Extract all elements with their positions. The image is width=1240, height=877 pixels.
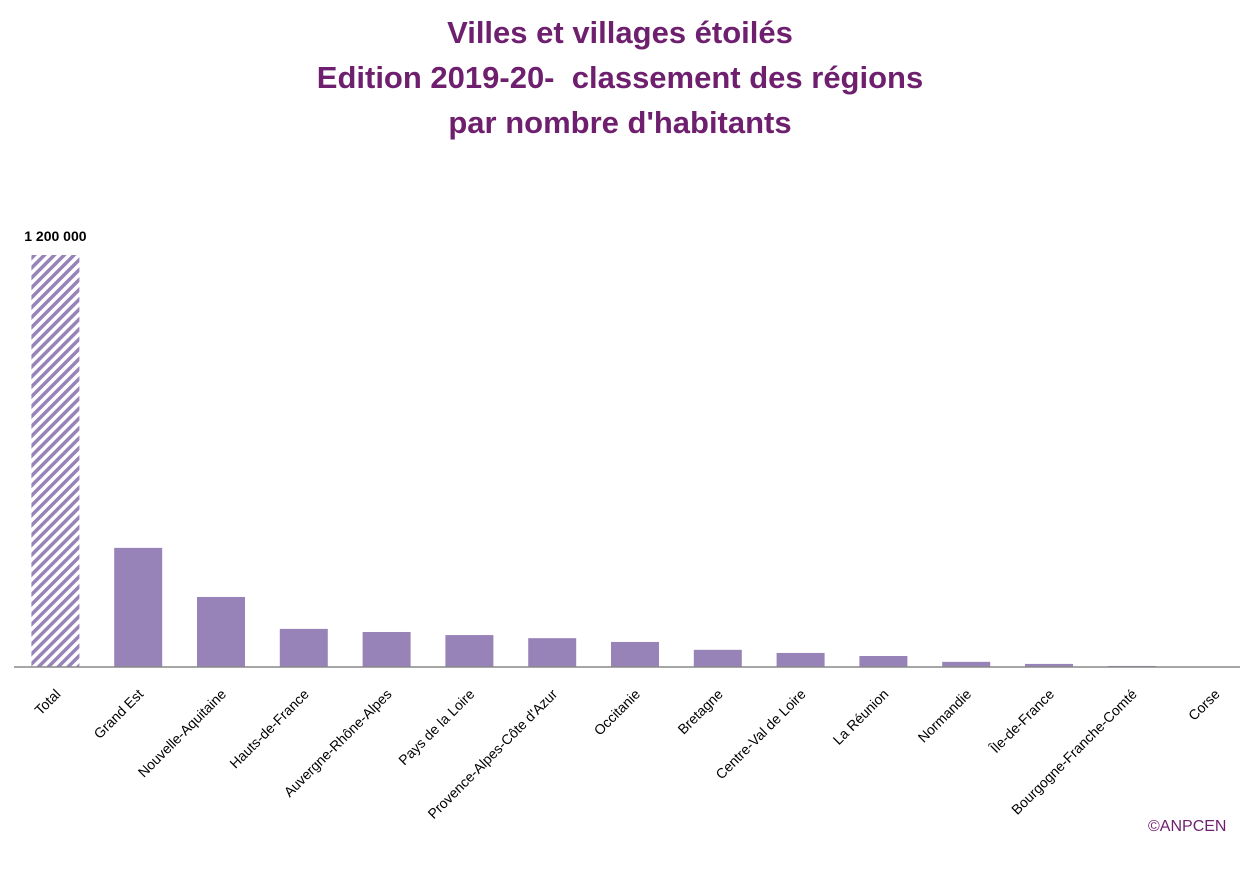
x-tick-label: Nouvelle-Aquitaine <box>135 686 230 781</box>
bar <box>1025 663 1073 667</box>
bar <box>528 638 577 667</box>
bar <box>114 547 163 667</box>
x-tick-label: Centre-Val de Loire <box>712 686 809 783</box>
x-tick-label: Corse <box>1185 686 1223 724</box>
bar <box>362 631 411 667</box>
x-tick-label: La Réunion <box>830 686 892 748</box>
bar <box>197 596 245 667</box>
x-tick-label: Normandie <box>915 686 975 746</box>
data-label: 1 200 000 <box>24 228 86 244</box>
bar <box>611 641 659 667</box>
x-tick-label: Bretagne <box>674 686 726 738</box>
copyright: ©ANPCEN <box>1148 818 1227 835</box>
bar <box>693 649 742 667</box>
x-tick-label: Occitanie <box>591 686 644 739</box>
bar <box>445 635 494 667</box>
x-tick-label: Hauts-de-France <box>226 686 312 772</box>
chart-title: Villes et villages étoilés Edition 2019-… <box>316 15 924 140</box>
bar <box>859 656 908 667</box>
bar <box>776 652 825 667</box>
x-tick-label: Île-de-France <box>986 686 1057 757</box>
bar <box>279 628 328 667</box>
x-tick-label: Total <box>31 686 63 718</box>
x-tick-label: Pays de la Loire <box>395 686 477 768</box>
bar <box>31 255 80 667</box>
x-tick-label: Grand Est <box>90 686 146 742</box>
bar <box>942 661 991 667</box>
